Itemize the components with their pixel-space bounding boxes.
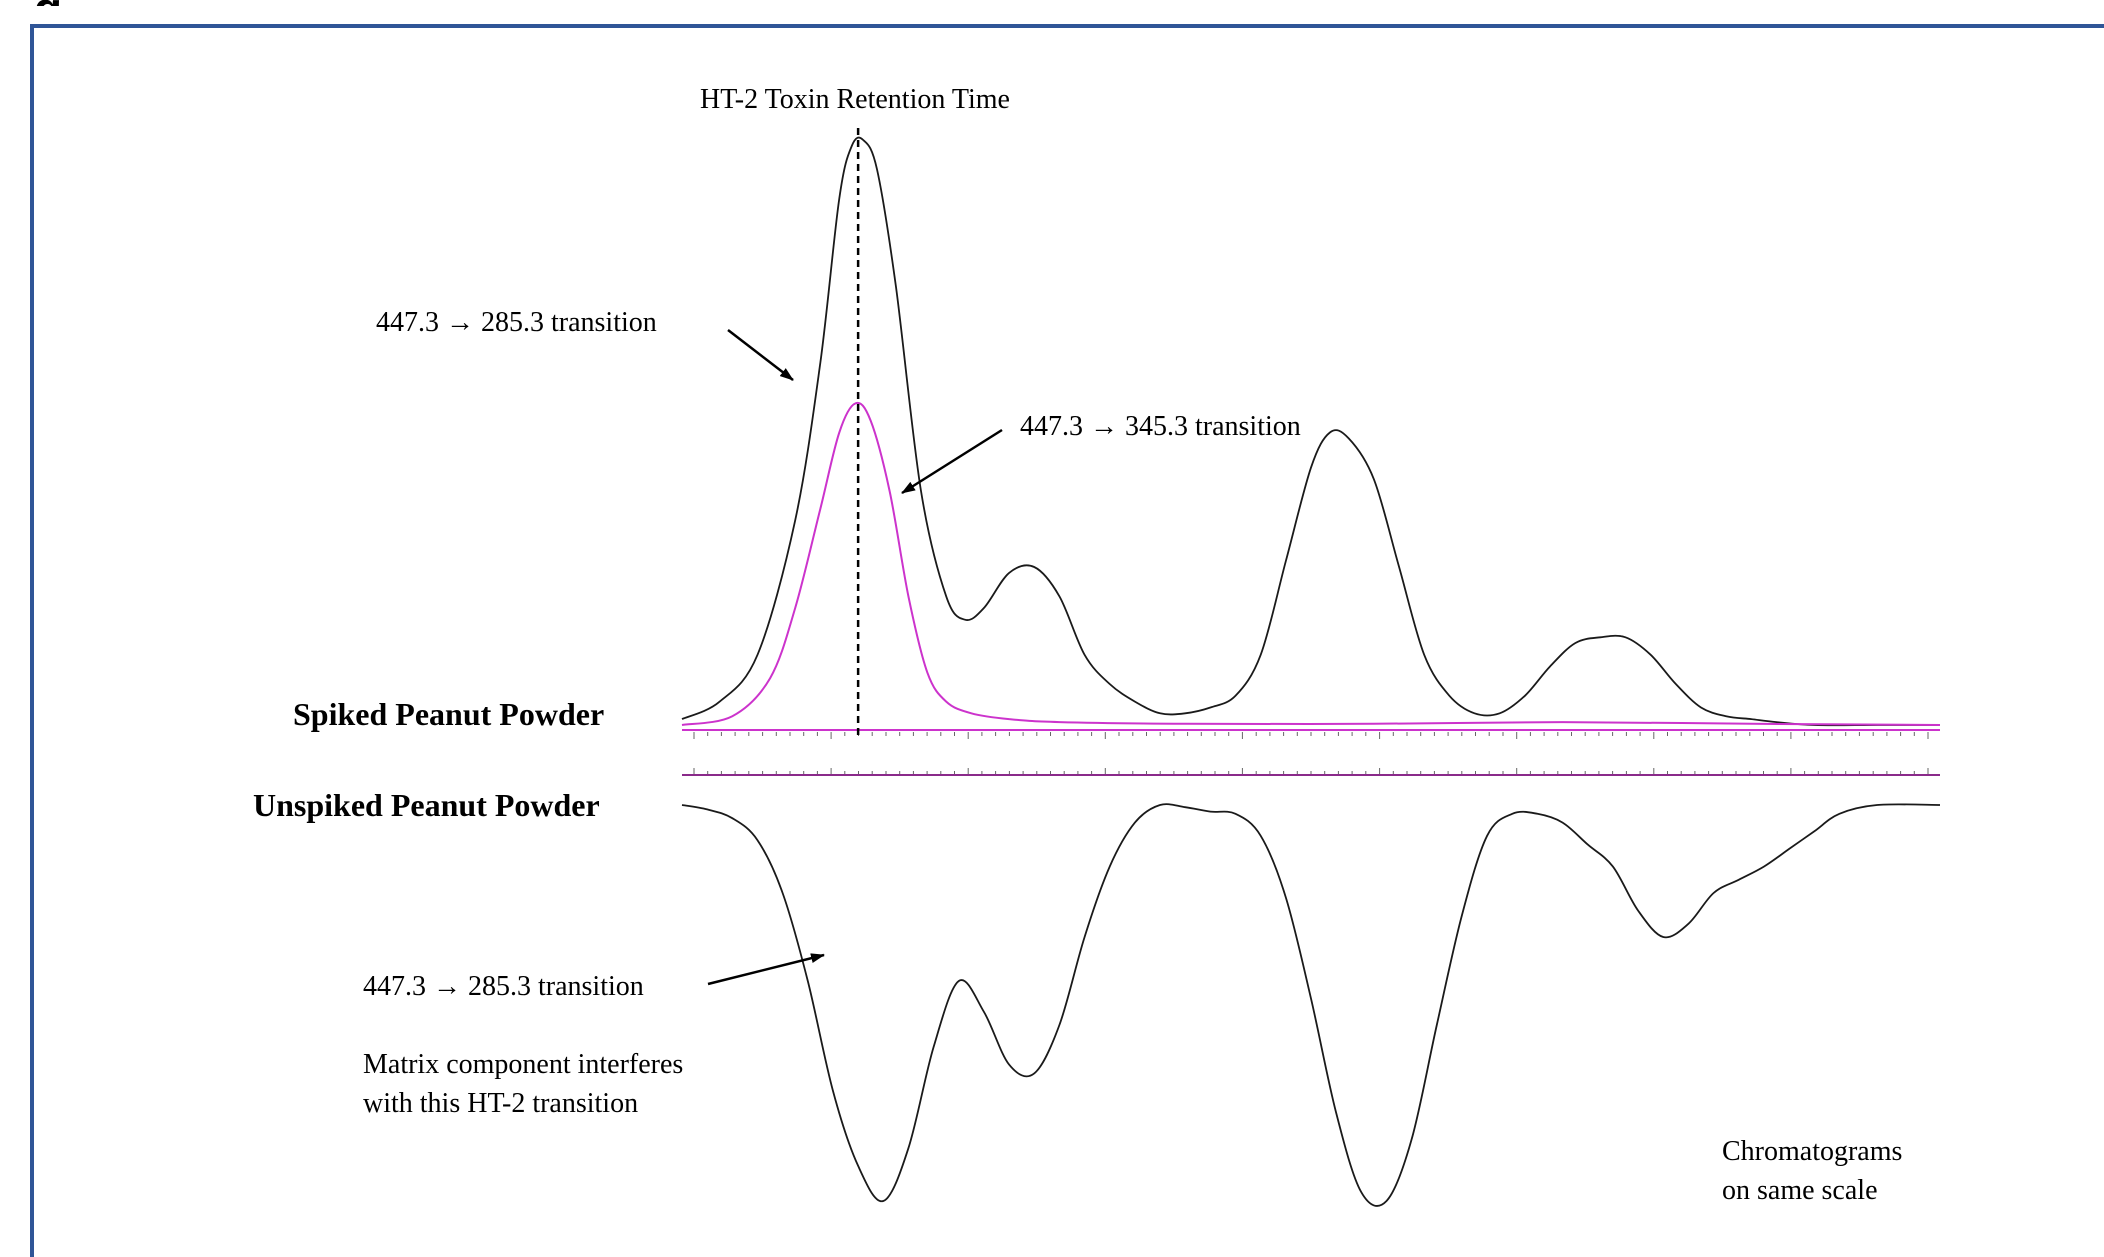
scale-note-line1: Chromatograms	[1722, 1136, 1902, 1167]
chromatogram-traces	[681, 136, 1941, 1207]
arrow-285-bottom	[707, 953, 825, 986]
spiked-panel-label: Spiked Peanut Powder	[293, 696, 604, 732]
arrow-345	[901, 428, 1003, 495]
figure-label-partial: g	[34, 0, 62, 6]
retention-time-label: HT-2 Toxin Retention Time	[700, 84, 1010, 115]
arrow-285-top	[727, 329, 794, 381]
figure-frame: g	[30, 0, 2104, 1257]
matrix-note-line1: Matrix component interferes	[363, 1049, 683, 1080]
annotation-285-bottom: 447.3 → 285.3 transition	[363, 971, 644, 1002]
unspiked-x-axis	[682, 768, 1940, 776]
unspiked-panel-label: Unspiked Peanut Powder	[253, 787, 600, 823]
spiked-x-axis	[682, 729, 1940, 739]
scale-note-line2: on same scale	[1722, 1175, 1878, 1206]
annotation-285-top: 447.3 → 285.3 transition	[376, 307, 657, 338]
spiked-trace-0	[681, 136, 1940, 727]
annotation-345: 447.3 → 345.3 transition	[1020, 411, 1301, 442]
unspiked-trace-0	[681, 803, 1941, 1207]
matrix-note-line2: with this HT-2 transition	[363, 1088, 638, 1119]
spiked-trace-1	[681, 401, 1941, 726]
